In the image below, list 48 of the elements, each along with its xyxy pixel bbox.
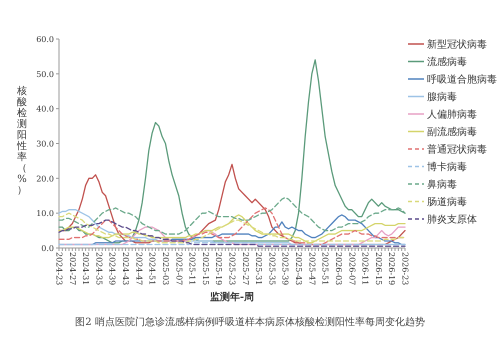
- legend-label: 副流感病毒: [427, 126, 477, 138]
- x-tick-label: 2024-23: [54, 252, 64, 286]
- legend-label: 肠道病毒: [427, 196, 467, 208]
- x-tick-label: 2025-35: [267, 252, 276, 286]
- legend-label: 呼吸道合胞病毒: [427, 74, 497, 86]
- x-tick-label: 2026-11: [360, 252, 370, 286]
- caption: 图2 哨点医院门急诊流感样病例呼吸道样本病原体核酸检测阳性率每周变化趋势: [75, 316, 425, 328]
- x-tick-label: 2025-23: [228, 252, 236, 286]
- legend-label: 人偏肺病毒: [427, 108, 477, 120]
- x-tick-label: 2025-03: [160, 252, 170, 286]
- y-tick-label: 10.0: [36, 209, 54, 218]
- x-tick-label: 2026-07: [347, 252, 356, 286]
- legend-label: 流感病毒: [427, 56, 467, 68]
- x-tick-label: 2025-15: [200, 252, 210, 286]
- y-tick-label: 50.0: [36, 70, 54, 79]
- legend-label: 新型冠状病毒: [427, 38, 487, 50]
- x-axis-title: 监测年-周: [210, 291, 254, 303]
- legend-label: 普通冠状病毒: [427, 144, 487, 156]
- x-tick-label: 2024-51: [148, 252, 157, 286]
- x-tick-label: 2024-39: [108, 252, 117, 286]
- x-tick-label: 2025-47: [307, 252, 316, 286]
- x-tick-label: 2026-23: [400, 252, 410, 286]
- x-tick-label: 2025-19: [214, 252, 224, 286]
- x-tick-label: 2026-15: [374, 252, 383, 286]
- x-tick-label: 2026-19: [387, 252, 396, 286]
- x-tick-label: 2025-43: [294, 252, 304, 286]
- x-tick-label: 2024-43: [121, 252, 130, 286]
- x-tick-label: 2025-31: [254, 252, 264, 286]
- x-tick-label: 2024-31: [81, 252, 90, 286]
- legend-label: 肺炎支原体: [427, 214, 477, 226]
- legend-label: 鼻病毒: [427, 178, 457, 190]
- text: 核酸检测阳性率（%）: [17, 86, 27, 196]
- y-tick-label: 0.0: [41, 244, 54, 253]
- x-tick-label: 2025-27: [240, 252, 250, 286]
- x-tick-label: 2024-27: [68, 252, 77, 286]
- x-tick-label: 2025-39: [280, 252, 290, 286]
- y-tick-label: 20.0: [36, 174, 54, 184]
- y-tick-label: 30.0: [36, 140, 54, 148]
- legend-label: 腺病毒: [427, 91, 457, 103]
- y-tick-label: 40.0: [36, 104, 54, 114]
- x-tick-label: 2024-35: [94, 252, 104, 286]
- x-tick-label: 2025-11: [188, 252, 197, 286]
- x-tick-label: 2025-07: [174, 252, 184, 286]
- x-tick-label: 2024-47: [134, 252, 144, 286]
- x-tick-label: 2025-51: [320, 252, 330, 286]
- legend-label: 博卡病毒: [427, 161, 467, 173]
- x-tick-label: 2026-03: [334, 252, 343, 286]
- y-tick-label: 60.0: [36, 35, 54, 44]
